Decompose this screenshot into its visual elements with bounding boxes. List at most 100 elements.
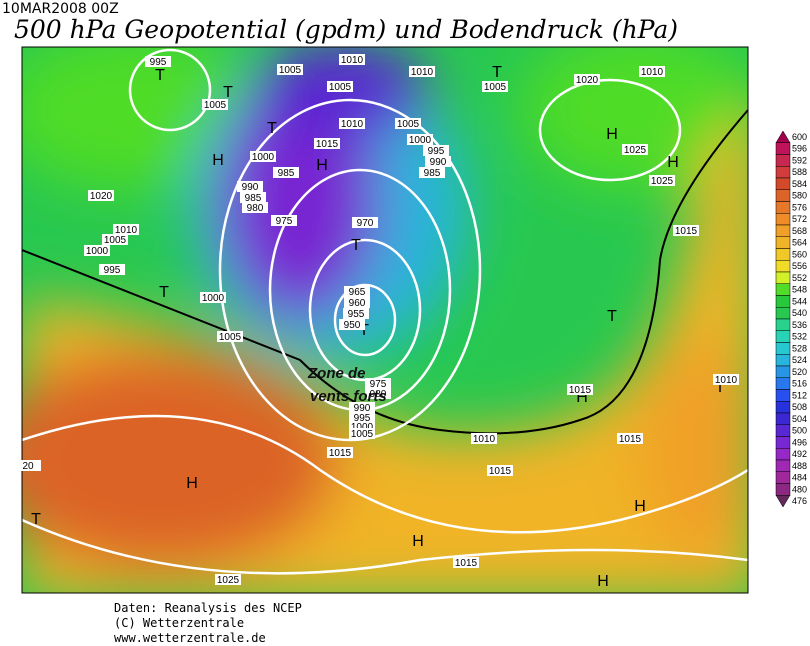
label-box bbox=[99, 264, 125, 275]
label-box bbox=[327, 81, 353, 92]
label-box bbox=[215, 574, 241, 585]
label-box bbox=[425, 156, 451, 167]
label-box bbox=[242, 202, 268, 213]
colorbar-cell bbox=[775, 236, 791, 249]
isobar-label: 995 bbox=[354, 413, 371, 424]
colorbar-label: 536 bbox=[792, 320, 807, 330]
colorbar-cell bbox=[775, 318, 791, 331]
label-box bbox=[217, 331, 243, 342]
colorbar-cell bbox=[775, 189, 791, 202]
annotation: vents forts bbox=[310, 388, 387, 405]
colorbar-label: 576 bbox=[792, 202, 807, 212]
isobar-label: 1000 bbox=[86, 246, 109, 257]
colorbar-cell bbox=[775, 365, 791, 378]
isobar-label: 1000 bbox=[351, 422, 374, 433]
label-box bbox=[639, 66, 665, 77]
label-box bbox=[419, 167, 445, 178]
isobar-label: 1000 bbox=[202, 293, 225, 304]
label-box bbox=[15, 460, 41, 471]
label-box bbox=[673, 225, 699, 236]
label-box bbox=[487, 465, 513, 476]
map-labels: TTHTHTTTHTHHHTHTHHT995100510051005101010… bbox=[15, 54, 739, 590]
label-box bbox=[240, 192, 266, 203]
colorbar-label: 476 bbox=[792, 496, 807, 506]
colorbar-cell bbox=[775, 412, 791, 425]
isobar-label: 1010 bbox=[473, 434, 496, 445]
isobar-label: 955 bbox=[348, 309, 365, 320]
pressure-center: H bbox=[212, 152, 224, 169]
colorbar-label: 512 bbox=[792, 390, 807, 400]
colorbar-cell bbox=[775, 459, 791, 472]
colorbar-label: 496 bbox=[792, 437, 807, 447]
label-box bbox=[344, 286, 370, 297]
label-box bbox=[202, 99, 228, 110]
colorbar-label: 588 bbox=[792, 167, 807, 177]
colorbar-cell bbox=[775, 224, 791, 237]
isobar-label: 1005 bbox=[397, 119, 420, 130]
label-box bbox=[102, 234, 128, 245]
label-box bbox=[352, 217, 378, 228]
colorbar-label: 540 bbox=[792, 308, 807, 318]
colorbar-label: 572 bbox=[792, 214, 807, 224]
annotation: Zone de bbox=[307, 365, 366, 382]
pressure-center: T bbox=[159, 284, 169, 301]
label-box bbox=[567, 384, 593, 395]
colorbar-cell bbox=[775, 201, 791, 214]
colorbar-label: 532 bbox=[792, 332, 807, 342]
isobar-label: 950 bbox=[344, 320, 361, 331]
isobar-label: 990 bbox=[242, 182, 259, 193]
label-box bbox=[349, 428, 375, 439]
colorbar-label: 580 bbox=[792, 191, 807, 201]
label-box bbox=[273, 167, 299, 178]
colorbar-cell bbox=[775, 401, 791, 414]
isobar-label: 20 bbox=[22, 461, 34, 472]
pressure-center: H bbox=[412, 533, 424, 550]
colorbar-label: 548 bbox=[792, 285, 807, 295]
colorbar-label: 560 bbox=[792, 249, 807, 259]
label-box bbox=[617, 433, 643, 444]
isobar-label: 1010 bbox=[115, 225, 138, 236]
colorbar-cell bbox=[775, 330, 791, 343]
colorbar-label: 568 bbox=[792, 226, 807, 236]
label-box bbox=[471, 433, 497, 444]
colorbar-cell bbox=[775, 142, 791, 155]
colorbar-label: 596 bbox=[792, 144, 807, 154]
isobar-label: 995 bbox=[150, 57, 167, 68]
colorbar-cell bbox=[775, 295, 791, 308]
label-box bbox=[314, 138, 340, 149]
pressure-center: T bbox=[223, 84, 233, 101]
isobar-label: 1010 bbox=[715, 375, 738, 386]
pressure-center: T bbox=[267, 120, 277, 137]
colorbar: 6005965925885845805765725685645605565525… bbox=[775, 130, 807, 508]
colorbar-label: 592 bbox=[792, 155, 807, 165]
colorbar-label: 484 bbox=[792, 473, 807, 483]
isobar-label: 1015 bbox=[569, 385, 592, 396]
colorbar-cell bbox=[775, 448, 791, 461]
label-box bbox=[407, 134, 433, 145]
isobar-label: 960 bbox=[349, 298, 366, 309]
isobar-label: 985 bbox=[278, 168, 295, 179]
label-box bbox=[88, 190, 114, 201]
colorbar-label: 544 bbox=[792, 296, 807, 306]
colorbar-cell bbox=[775, 283, 791, 296]
colorbar-cell bbox=[775, 271, 791, 284]
label-box bbox=[622, 144, 648, 155]
isobar-label: 970 bbox=[357, 218, 374, 229]
isobar-label: 1005 bbox=[279, 65, 302, 76]
isobar-label: 1020 bbox=[90, 191, 113, 202]
label-box bbox=[423, 145, 449, 156]
label-box bbox=[349, 402, 375, 413]
label-box bbox=[395, 118, 421, 129]
pressure-center: H bbox=[576, 389, 588, 406]
colorbar-label: 552 bbox=[792, 273, 807, 283]
map-frame bbox=[21, 46, 749, 594]
label-box bbox=[339, 118, 365, 129]
isobar-label: 1015 bbox=[316, 139, 339, 150]
pressure-center: H bbox=[316, 157, 328, 174]
pressure-center: H bbox=[606, 126, 618, 143]
isobar-label: 1010 bbox=[411, 67, 434, 78]
isobar-label: 1015 bbox=[675, 226, 698, 237]
isobar-label: 990 bbox=[354, 403, 371, 414]
isobar-label: 965 bbox=[349, 287, 366, 298]
colorbar-label: 600 bbox=[792, 132, 807, 142]
